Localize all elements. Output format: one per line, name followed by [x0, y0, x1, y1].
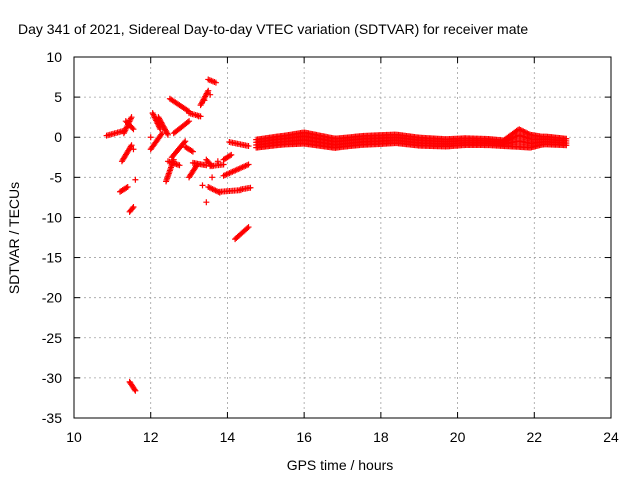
y-tick-label: 5	[54, 89, 62, 105]
data-point	[164, 131, 171, 138]
x-tick-label: 20	[450, 429, 466, 445]
data-point	[199, 182, 206, 189]
data-point	[516, 126, 523, 133]
data-point	[181, 139, 188, 146]
y-tick-label: -30	[42, 370, 62, 386]
data-point	[132, 387, 139, 394]
data-point	[147, 134, 154, 141]
data-point	[184, 119, 191, 126]
data-point	[245, 161, 252, 168]
axis-ticks	[73, 56, 612, 419]
data-point	[176, 162, 183, 169]
x-tick-label: 24	[603, 429, 619, 445]
data-point	[129, 205, 136, 212]
chart-title: Day 341 of 2021, Sidereal Day-to-day VTE…	[18, 21, 528, 37]
y-tick-label: 0	[54, 129, 62, 145]
data-point	[247, 184, 254, 191]
x-tick-labels: 10 12 14 16 18 20 22 24	[66, 429, 619, 445]
x-tick-label: 14	[220, 429, 236, 445]
data-point	[524, 130, 531, 137]
data-point	[517, 127, 524, 134]
data-point	[130, 126, 137, 133]
data-point	[207, 91, 214, 98]
grid-lines	[74, 57, 611, 418]
data-point	[188, 147, 195, 154]
data-point	[201, 97, 208, 104]
data-point	[228, 151, 235, 158]
data-point	[523, 129, 530, 136]
x-tick-label: 18	[373, 429, 389, 445]
data-point	[132, 176, 139, 183]
data-point	[128, 142, 135, 149]
y-tick-label: 10	[46, 49, 62, 65]
data-point	[214, 158, 221, 165]
data-point	[205, 87, 212, 94]
data-point	[245, 224, 252, 231]
data-point	[123, 184, 130, 191]
data-point	[563, 135, 570, 142]
data-point	[203, 199, 210, 206]
data-point	[521, 129, 528, 136]
data-point	[189, 148, 196, 155]
data-point	[164, 130, 171, 137]
data-point	[129, 125, 136, 132]
data-point	[182, 138, 189, 145]
data-point	[130, 146, 137, 153]
data-point	[128, 114, 135, 121]
x-tick-label: 12	[143, 429, 159, 445]
data-point	[130, 204, 137, 211]
y-tick-label: -20	[42, 290, 62, 306]
data-point	[131, 386, 138, 393]
data-point	[244, 225, 251, 232]
y-tick-label: -5	[50, 169, 63, 185]
x-tick-label: 22	[526, 429, 542, 445]
data-point	[158, 131, 165, 138]
y-tick-label: -35	[42, 410, 62, 426]
data-point	[159, 130, 166, 137]
x-tick-label: 16	[296, 429, 312, 445]
data-points	[103, 76, 570, 394]
data-point	[127, 143, 134, 150]
plot-frame	[73, 56, 612, 419]
data-point	[226, 152, 233, 159]
y-tick-label: -10	[42, 209, 62, 225]
data-point	[245, 143, 252, 150]
data-point	[519, 127, 526, 134]
data-point	[195, 113, 202, 120]
y-axis-label: SDTVAR / TECUs	[6, 182, 22, 294]
data-point	[212, 79, 219, 86]
data-point	[520, 128, 527, 135]
data-point	[124, 183, 131, 190]
y-tick-labels: -35 -30 -25 -20 -15 -10 -5 0 5 10	[42, 49, 62, 426]
x-axis-label: GPS time / hours	[287, 457, 394, 473]
data-point	[209, 174, 216, 181]
data-point	[525, 130, 532, 137]
y-tick-label: -25	[42, 330, 62, 346]
x-tick-label: 10	[66, 429, 82, 445]
y-tick-label: -15	[42, 250, 62, 266]
data-point	[186, 118, 193, 125]
